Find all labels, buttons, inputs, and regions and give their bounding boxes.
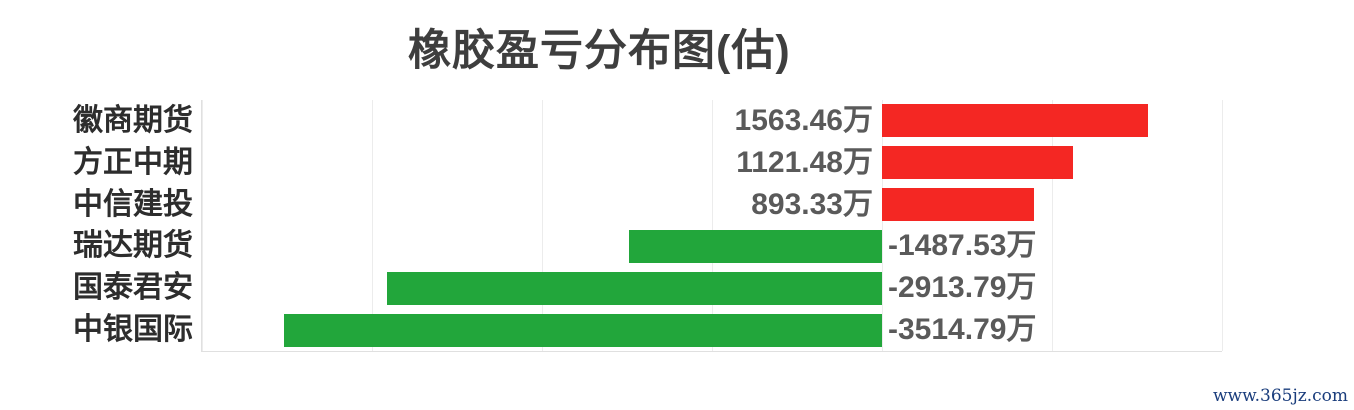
value-label: -2913.79万 — [888, 271, 1037, 305]
category-label: 中银国际 — [73, 313, 193, 347]
gridline — [202, 100, 203, 351]
bar[interactable] — [882, 146, 1073, 180]
value-label: 893.33万 — [751, 187, 873, 221]
category-label: 瑞达期货 — [73, 229, 193, 263]
watermark: www.365jz.com — [1213, 386, 1348, 406]
bar[interactable] — [882, 188, 1034, 222]
gridline — [542, 100, 543, 351]
value-label: 1563.46万 — [734, 103, 873, 137]
gridline — [372, 100, 373, 351]
chart-title: 橡胶盈亏分布图(估) — [408, 27, 791, 75]
bar[interactable] — [284, 313, 882, 347]
category-label: 方正中期 — [73, 145, 193, 179]
bar[interactable] — [629, 229, 882, 263]
plot-area — [201, 100, 1223, 352]
category-label: 国泰君安 — [73, 271, 193, 305]
value-label: -3514.79万 — [888, 313, 1037, 347]
bar[interactable] — [882, 104, 1148, 138]
value-label: 1121.48万 — [736, 145, 873, 179]
category-label: 徽商期货 — [73, 103, 193, 137]
gridline — [1222, 100, 1223, 351]
gridline — [712, 100, 713, 351]
bar[interactable] — [386, 271, 882, 305]
gridline — [1052, 100, 1053, 351]
value-label: -1487.53万 — [888, 229, 1037, 263]
gridline — [882, 100, 883, 351]
category-label: 中信建投 — [73, 187, 193, 221]
